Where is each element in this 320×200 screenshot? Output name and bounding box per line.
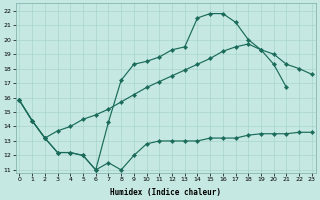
X-axis label: Humidex (Indice chaleur): Humidex (Indice chaleur) xyxy=(110,188,221,197)
